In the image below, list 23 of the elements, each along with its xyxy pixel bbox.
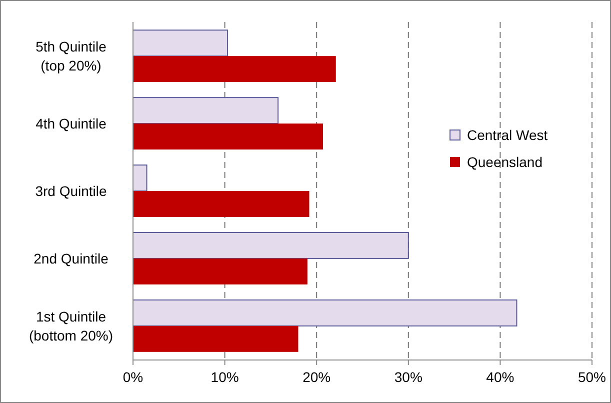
x-tick-label: 20% (302, 369, 331, 385)
bar (133, 326, 298, 352)
bar (132, 30, 228, 57)
bar (132, 97, 279, 124)
x-tick-label: 30% (394, 369, 422, 385)
legend-label: Queensland (467, 154, 543, 170)
legend-label: Central West (467, 127, 548, 143)
bar (133, 124, 324, 150)
y-tick-label: 1st Quintile (bottom 20%) (28, 308, 114, 344)
x-tick-label: 40% (486, 369, 514, 385)
x-tick-label: 10% (210, 369, 239, 385)
bar (133, 258, 308, 284)
bar (132, 299, 518, 326)
y-tick-label: 2nd Quintile (34, 250, 109, 266)
bar (132, 232, 409, 259)
bar (132, 164, 148, 192)
y-tick-label: 5th Quintile (top 20%) (36, 38, 107, 74)
bar (133, 191, 310, 217)
y-tick-label: 4th Quintile (36, 116, 107, 132)
bar (133, 56, 336, 82)
y-tick-label: 3rd Quintile (35, 183, 108, 199)
x-tick-label: 50% (578, 369, 606, 385)
x-tick-label: 0% (122, 369, 144, 385)
